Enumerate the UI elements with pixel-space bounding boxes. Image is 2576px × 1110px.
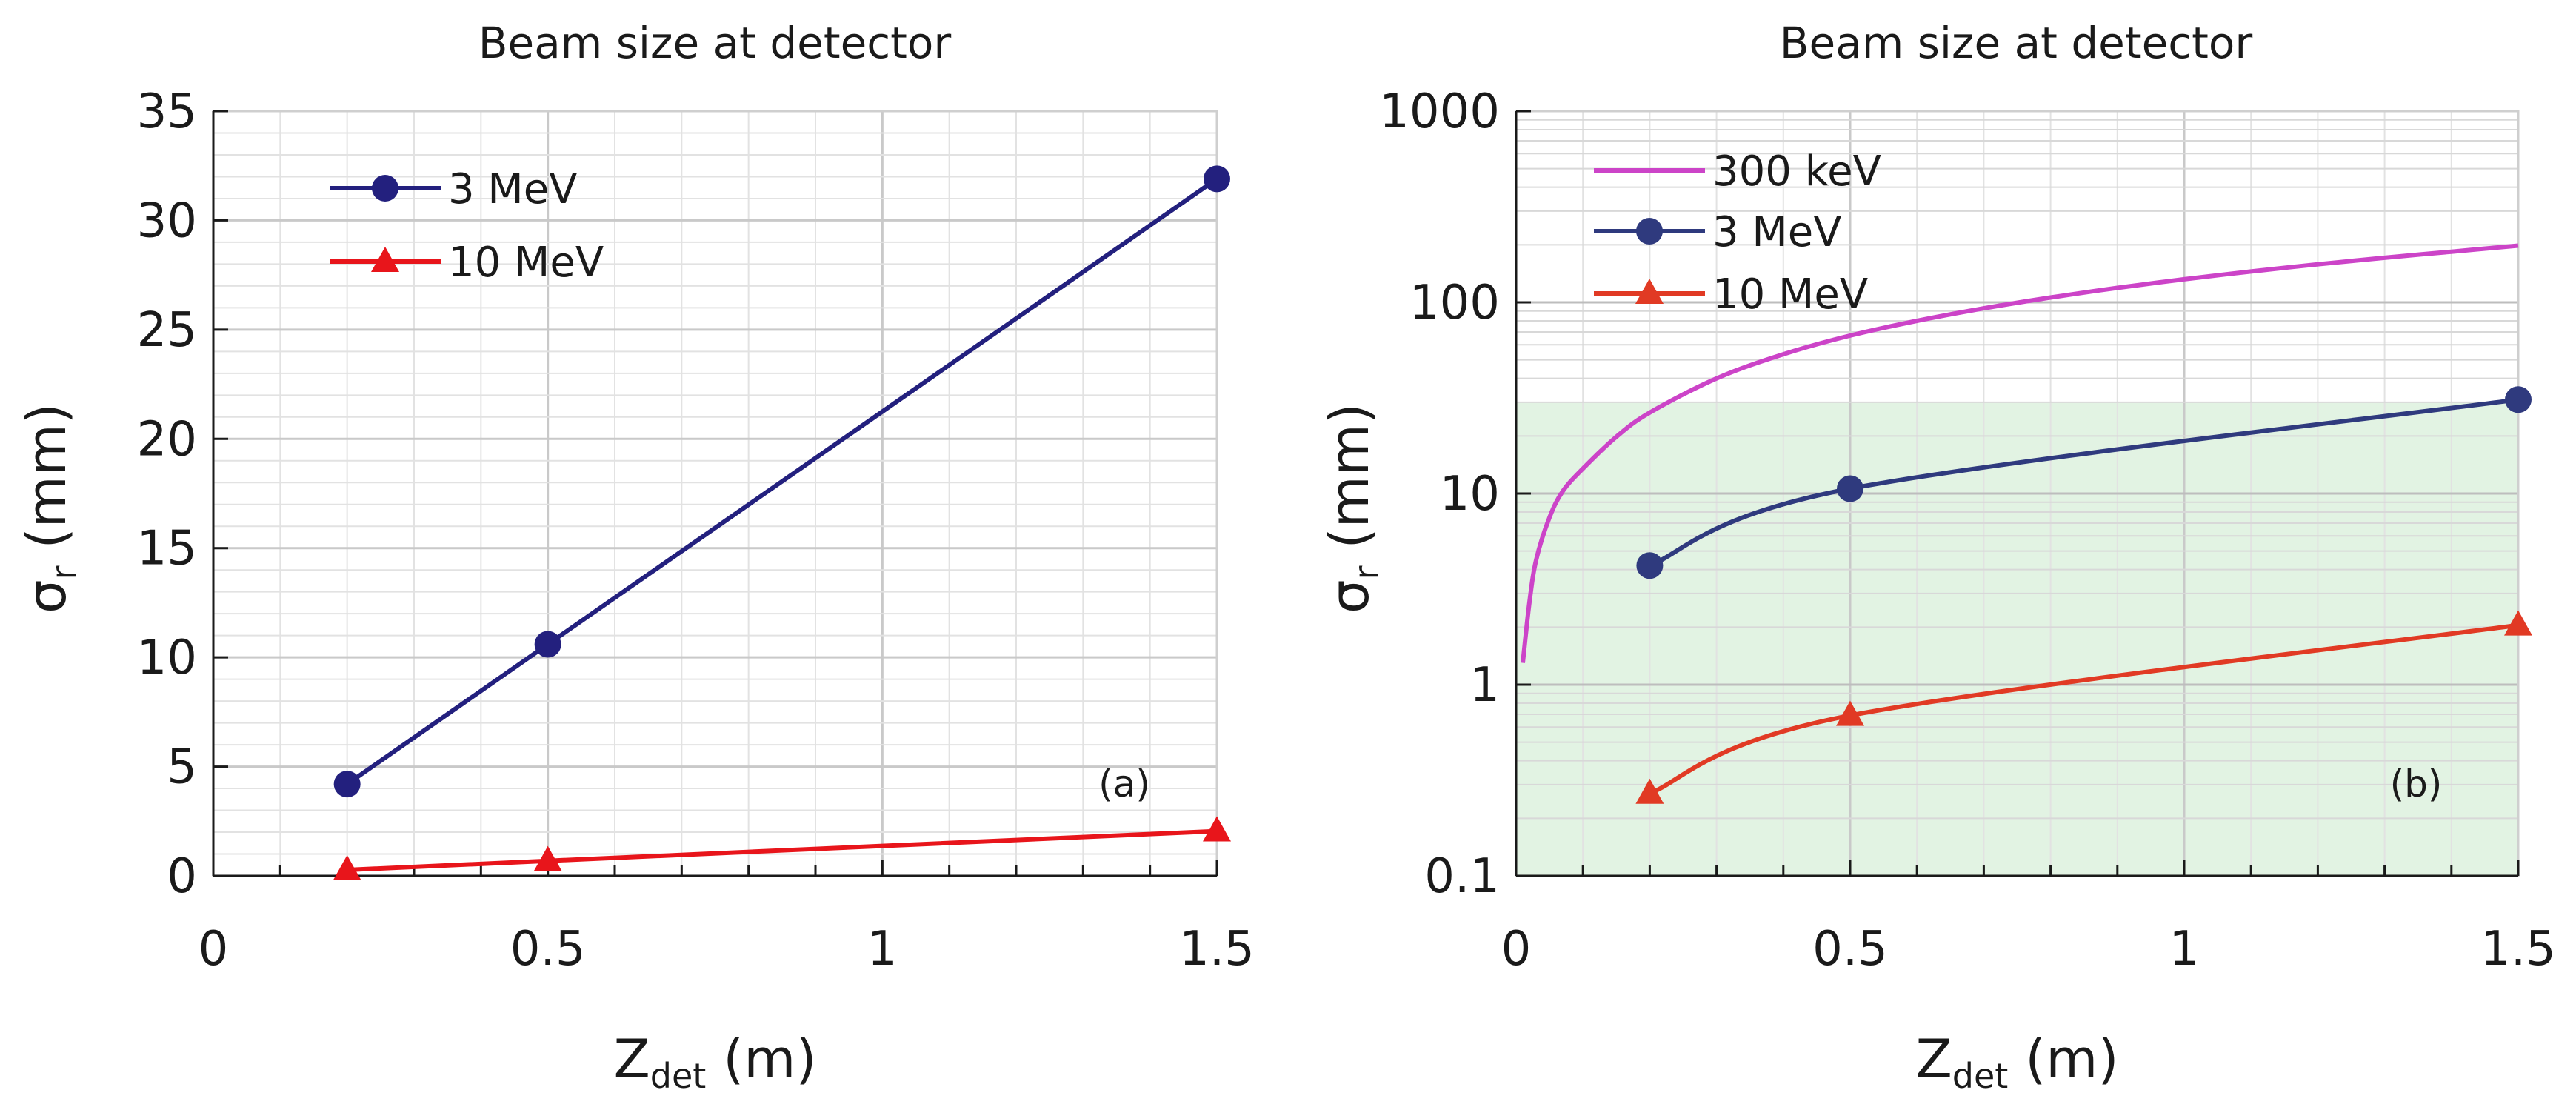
series-3-mev: 3 MeV (1594, 208, 2532, 579)
x-axis-label-subscript: det (1952, 1056, 2009, 1096)
y-tick-label: 10 (1440, 467, 1500, 522)
data-point (1203, 816, 1231, 842)
data-point (533, 845, 562, 871)
data-point (1204, 165, 1230, 193)
x-axis-label-symbol: Z (1915, 1028, 1952, 1090)
y-tick-label: 30 (137, 193, 197, 248)
panel-label: (b) (2390, 762, 2443, 805)
legend-label: 10 MeV (1712, 270, 1868, 319)
x-tick-label: 1 (2169, 922, 2200, 977)
x-axis-label: Zdet (m) (1915, 1028, 2118, 1096)
legend-label: 10 MeV (448, 239, 604, 287)
y-axis-label: σr (mm) (1318, 403, 1387, 614)
y-axis-label-symbol: σ (16, 579, 78, 614)
y-tick-label: 0 (167, 849, 197, 904)
chart-title: Beam size at detector (1780, 18, 2253, 68)
series-3-mev: 3 MeV (330, 165, 1230, 798)
y-tick-label: 20 (137, 412, 197, 467)
grid (213, 111, 1217, 876)
x-tick-label: 0.5 (1812, 922, 1888, 977)
panel-label: (a) (1098, 762, 1150, 805)
x-tick-label: 0 (198, 922, 229, 977)
y-tick-label: 1 (1469, 658, 1500, 713)
y-axis-label-unit: (mm) (1318, 403, 1381, 565)
plot-frame (212, 110, 1218, 877)
y-axis-label-symbol: σ (1318, 579, 1381, 614)
shaded-region (1516, 402, 2518, 876)
grid (1516, 111, 2518, 876)
y-tick-label: 0.1 (1424, 849, 1500, 904)
legend-swatch-marker (372, 175, 398, 202)
series-300-kev: 300 keV (1521, 147, 2519, 663)
legend-label: 300 keV (1712, 147, 1881, 196)
y-tick-label: 15 (137, 522, 197, 576)
data-point (1837, 475, 1863, 502)
legend-swatch-marker (1635, 279, 1664, 304)
x-tick-label: 1.5 (1179, 922, 1255, 977)
y-axis-label-unit: (mm) (16, 403, 78, 565)
data-point (534, 631, 561, 658)
series-line (1521, 243, 2519, 663)
data-point (333, 771, 361, 798)
chart-panel-a: 0 0.5 1 1.5 0 5 10 15 20 25 30 35 Beam size at detec… (16, 18, 1255, 1096)
y-tick-label: 10 (137, 631, 197, 685)
legend-label: 3 MeV (1712, 208, 1842, 256)
data-point (1636, 552, 1664, 579)
y-tick-label: 35 (137, 84, 197, 139)
y-tick-label: 100 (1409, 276, 1500, 330)
x-tick-label: 0 (1501, 922, 1532, 977)
legend-swatch-marker (371, 247, 399, 272)
series-line (1649, 622, 2519, 796)
data-point (2504, 610, 2532, 636)
data-point (1836, 700, 1864, 726)
x-axis-label-subscript: det (650, 1056, 707, 1096)
y-tick-label: 5 (167, 740, 197, 795)
series-line (347, 828, 1218, 872)
chart-panel-b: 0 0.5 1 1.5 0.1 1 10 100 1000 Beam size at detect… (1318, 18, 2556, 1096)
y-tick-label: 25 (137, 303, 197, 358)
y-axis-label-subscript: r (44, 565, 84, 579)
x-axis-label-unit: (m) (2008, 1028, 2118, 1090)
chart-title: Beam size at detector (478, 18, 952, 68)
x-tick-label: 1.5 (2480, 922, 2556, 977)
y-axis-label: σr (mm) (16, 403, 84, 614)
legend-swatch-marker (1636, 218, 1663, 245)
series-line (1649, 397, 2519, 568)
series-10-mev: 10 MeV (1594, 270, 2532, 804)
x-axis-label-symbol: Z (613, 1028, 650, 1090)
data-point (333, 855, 361, 881)
series-10-mev: 10 MeV (330, 239, 1231, 881)
data-point (2505, 386, 2532, 413)
legend-label: 3 MeV (448, 165, 578, 213)
y-axis-label-subscript: r (1347, 565, 1387, 579)
x-tick-label: 0.5 (510, 922, 586, 977)
x-axis-label: Zdet (m) (613, 1028, 816, 1096)
data-point (1635, 778, 1664, 804)
x-tick-label: 1 (867, 922, 898, 977)
x-axis-label-unit: (m) (706, 1028, 816, 1090)
y-tick-label: 1000 (1379, 84, 1500, 139)
